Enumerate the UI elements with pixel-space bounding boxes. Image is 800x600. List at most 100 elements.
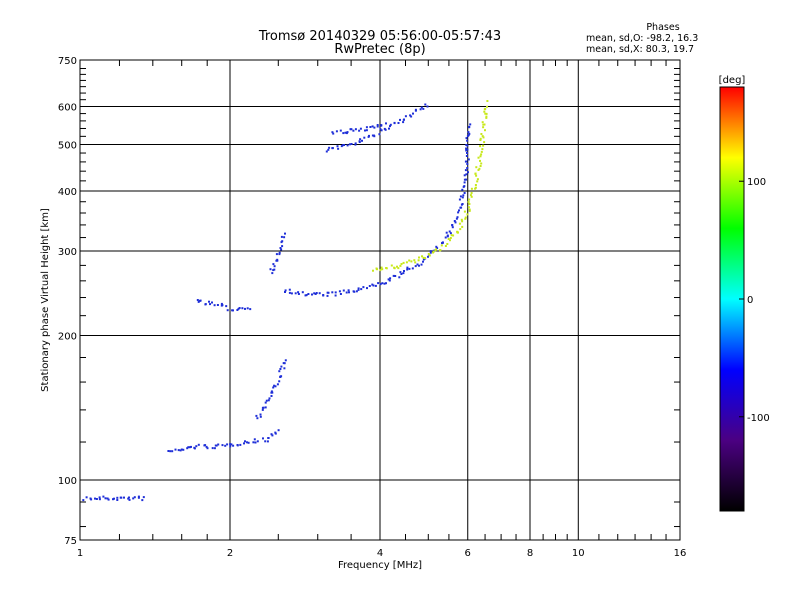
echo-point-o [259,415,262,418]
colorbar-ticks: 100 0 -100 [739,177,770,424]
echo-point-o [414,265,417,268]
echo-point-o [315,292,318,294]
echo-point-x [486,105,488,108]
echo-point-o [336,145,339,148]
echo-point-o [278,253,281,256]
echo-point-o [204,444,207,447]
echo-point-o [372,134,375,137]
echo-point-o [187,446,190,449]
echo-point-o [276,258,279,261]
echo-point-x [481,121,484,124]
echo-point-o [301,291,304,294]
echo-point-o [359,127,362,130]
echo-point-x [463,210,466,213]
colorbar-tick-label: 100 [747,177,766,188]
echo-point-x [469,194,472,197]
echo-point-o [259,413,262,416]
x-tick-label: 6 [465,548,471,559]
echo-point-o [276,383,279,386]
echo-point-x [468,209,471,212]
echo-point-o [462,194,465,197]
echo-point-o [267,437,270,439]
echo-point-o [288,288,291,291]
echo-point-o [217,443,220,446]
echo-point-o [252,441,255,444]
y-tick-label: 600 [58,103,77,114]
echo-point-o [334,291,337,294]
echo-point-x [480,153,483,156]
echo-point-o [385,282,387,285]
echo-point-o [137,495,140,498]
echo-point-o [353,290,356,293]
echo-point-o [243,442,245,445]
echo-point-x [467,200,470,203]
echo-point-o [255,414,258,417]
echo-point-x [474,184,477,186]
y-tick-label: 750 [58,56,77,67]
echo-point-o [95,498,98,500]
echo-point-x [450,234,453,237]
plot-frame [79,59,681,541]
echo-point-o [445,231,448,234]
echo-point-o [346,144,349,147]
echo-point-o [369,126,372,128]
echo-point-o [465,137,468,140]
echo-point-o [342,289,345,292]
colorbar-tick-label: -100 [747,413,770,424]
echo-point-o [414,108,417,111]
echo-point-o [371,283,374,286]
echo-point-o [346,131,349,134]
echo-point-x [421,255,423,258]
x-tick-label: 1 [77,548,83,559]
echo-point-o [416,263,419,266]
echo-point-o [278,251,281,254]
echo-point-o [264,440,267,443]
echo-point-x [461,225,464,228]
echo-point-o [213,304,216,307]
echo-point-o [448,230,451,233]
echo-point-o [229,443,232,446]
echo-point-o [358,129,361,132]
echo-point-o [322,294,325,296]
echo-point-o [397,122,400,124]
echo-point-o [334,294,337,297]
echo-point-o [246,307,249,310]
y-tick-label: 400 [58,187,77,198]
echo-point-o [266,440,269,443]
echo-point-o [380,129,383,132]
echo-point-o [466,167,469,169]
x-tick-label: 10 [572,548,585,559]
echo-point-o [132,497,135,500]
echo-point-o [188,446,191,449]
echo-point-o [82,499,85,502]
echo-point-x [439,249,441,252]
echo-point-o [372,284,375,287]
echo-point-x [424,257,426,260]
echo-point-o [256,417,259,420]
echo-point-x [482,123,485,126]
echo-point-o [179,449,182,452]
echo-point-x [482,144,485,147]
echo-point-x [418,256,420,259]
echo-point-x [405,261,408,264]
echo-point-o [354,128,357,131]
echo-point-x [467,206,470,209]
echo-point-o [288,291,291,294]
echo-point-o [389,277,392,280]
echo-point-x [470,187,473,190]
echo-point-o [269,268,272,271]
echo-point-x [379,269,382,272]
echo-point-o [460,206,463,209]
echo-point-o [361,139,363,142]
phase-stats-title: Phases [646,22,680,33]
echo-point-o [345,291,348,294]
echo-point-o [270,390,273,393]
echo-point-o [451,226,454,229]
echo-point-x [475,174,478,177]
echo-point-o [331,147,334,150]
echo-point-o [232,309,234,312]
echo-point-o [273,268,276,271]
echo-point-o [241,307,244,310]
echo-point-o [270,395,273,397]
echo-point-o [344,131,347,134]
